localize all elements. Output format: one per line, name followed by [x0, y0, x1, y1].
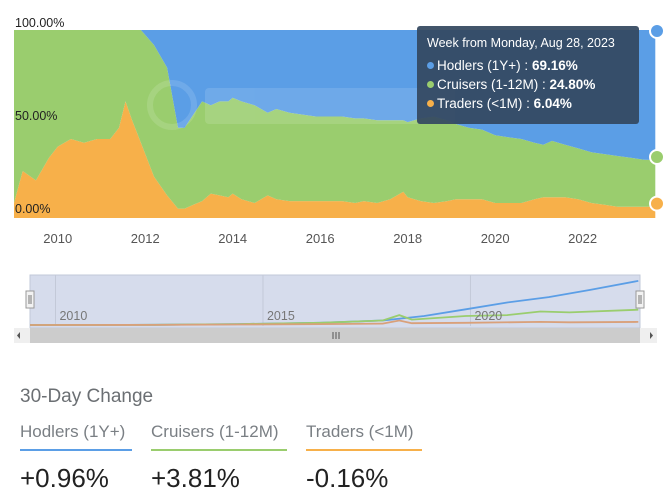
end-marker-cruisers	[649, 149, 665, 166]
cruisers-dot	[427, 81, 434, 88]
tooltip-value-cruisers: 24.80%	[549, 77, 596, 92]
stat-change-hodlers: +0.96%	[20, 463, 109, 493]
end-marker-traders	[649, 195, 665, 212]
series-end-markers	[649, 23, 665, 212]
stat-hodlers: Hodlers (1Y+) +0.96%	[20, 422, 132, 494]
scroll-right-icon[interactable]	[650, 332, 653, 339]
stat-cruisers: Cruisers (1-12M) +3.81%	[151, 422, 287, 494]
y-tick-label: 50.00%	[15, 109, 57, 123]
y-tick-label: 0.00%	[15, 202, 50, 216]
scroll-left-icon[interactable]	[17, 332, 20, 339]
stat-change-cruisers: +3.81%	[151, 463, 240, 493]
traders-dot	[427, 100, 434, 107]
stat-traders: Traders (<1M) -0.16%	[306, 422, 422, 494]
x-tick-label: 2022	[568, 231, 597, 246]
stat-label-hodlers: Hodlers (1Y+)	[20, 422, 126, 441]
x-tick-label: 2012	[131, 231, 160, 246]
main-chart[interactable]: 0.00%50.00%100.00% 2010 2012 2014 2016 2018 2…	[0, 0, 672, 260]
tooltip-row-traders: Traders (<1M) : 6.04%	[427, 94, 629, 113]
area-traders	[14, 101, 656, 218]
area-cruisers	[14, 30, 656, 209]
navigator-tick-label: 2010	[59, 309, 87, 323]
x-tick-label: 2018	[393, 231, 422, 246]
navigator-right-handle[interactable]	[635, 290, 645, 309]
stat-rule-hodlers	[20, 449, 132, 451]
x-tick-label: 2020	[481, 231, 510, 246]
tooltip-value-traders: 6.04%	[533, 96, 572, 111]
tooltip-label-hodlers: Hodlers (1Y+)	[437, 58, 521, 73]
navigator-tick-label: 2020	[474, 309, 502, 323]
hodlers-dot	[427, 62, 434, 69]
stat-rule-cruisers	[151, 449, 287, 451]
stat-change-traders: -0.16%	[306, 463, 389, 493]
navigator-grid	[54, 275, 471, 326]
stat-label-cruisers: Cruisers (1-12M)	[151, 422, 279, 441]
tooltip: Week from Monday, Aug 28, 2023 Hodlers (…	[417, 26, 639, 124]
tooltip-title: Week from Monday, Aug 28, 2023	[427, 36, 615, 50]
tooltip-value-hodlers: 69.16%	[531, 58, 578, 73]
tooltip-row-cruisers: Cruisers (1-12M) : 24.80%	[427, 75, 629, 94]
x-tick-label: 2010	[43, 231, 72, 246]
tooltip-label-cruisers: Cruisers (1-12M)	[437, 77, 539, 92]
stat-label-traders: Traders (<1M)	[306, 422, 414, 441]
stats-title: 30-Day Change	[20, 386, 154, 407]
x-axis-ticks: 2010 2012 2014 2016 2018 2020 2022	[43, 231, 597, 246]
navigator-tick-label: 2015	[267, 309, 295, 323]
navigator-scrollbar[interactable]	[14, 328, 657, 343]
watermark-logo	[147, 80, 455, 130]
x-tick-label: 2014	[218, 231, 247, 246]
navigator-labels: 2010 2015 2020	[59, 309, 502, 323]
navigator-series	[29, 280, 639, 326]
range-navigator[interactable]: 2010 2015 2020	[0, 270, 672, 350]
x-tick-label: 2016	[306, 231, 335, 246]
navigator-selection[interactable]	[29, 274, 641, 329]
scrollbar-thumb[interactable]	[30, 328, 640, 343]
navigator-left-handle[interactable]	[25, 290, 35, 309]
end-marker-hodlers	[649, 23, 665, 39]
y-axis-ticks: 0.00% 50.00% 100.00%	[15, 16, 64, 216]
stat-rule-traders	[306, 449, 422, 451]
y-tick-label: 100.00%	[15, 16, 64, 30]
tooltip-label-traders: Traders (<1M)	[437, 96, 523, 111]
tooltip-row-hodlers: Hodlers (1Y+) : 69.16%	[427, 56, 629, 75]
navigator-line-traders	[29, 319, 639, 326]
